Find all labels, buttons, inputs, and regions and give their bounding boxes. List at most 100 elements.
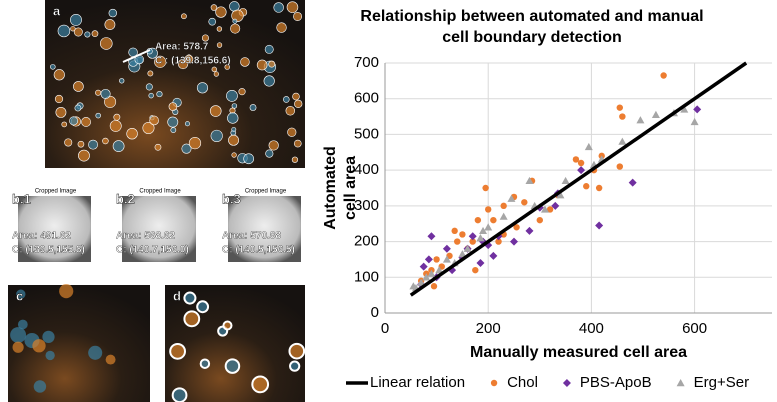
legend-swatch [490, 379, 498, 387]
micrograph [18, 196, 91, 262]
cell [231, 9, 244, 22]
cell [109, 120, 122, 132]
y-tick-label: 100 [354, 268, 379, 285]
point [513, 224, 520, 231]
cell [183, 291, 197, 305]
point [409, 282, 418, 290]
cell [216, 42, 223, 48]
point [479, 226, 488, 235]
cell [231, 152, 237, 158]
cell [238, 88, 246, 96]
cell [42, 330, 55, 344]
cell [265, 149, 274, 158]
cell [228, 134, 239, 146]
chart-title: Relationship between automated and manua… [360, 8, 703, 25]
point [595, 184, 603, 192]
point [495, 238, 502, 245]
cell [264, 44, 274, 54]
cell [32, 339, 46, 353]
y-tick-label: 300 [354, 197, 379, 214]
point [427, 269, 436, 277]
cell [154, 143, 162, 151]
cell [256, 59, 268, 71]
cell [199, 358, 211, 369]
cell [243, 153, 255, 165]
point [427, 232, 436, 241]
cell [181, 13, 187, 20]
cell [78, 149, 90, 162]
cell [45, 350, 55, 361]
cell [183, 310, 201, 328]
cell [213, 71, 219, 77]
point [433, 256, 440, 263]
point [556, 191, 565, 199]
y-tick-label: 200 [354, 233, 379, 250]
panel-note: Area: 491.62 [12, 231, 71, 242]
cell [231, 103, 238, 109]
cell [268, 140, 279, 151]
cell [61, 121, 68, 128]
legend-swatch [562, 379, 571, 387]
cell [170, 127, 177, 133]
cell [59, 284, 74, 299]
cell [148, 92, 154, 99]
point [693, 105, 702, 114]
x-axis-label: Manually measured cell area [470, 344, 687, 361]
cell [263, 75, 275, 87]
cell [113, 113, 121, 121]
cell [88, 139, 98, 150]
panel-note: C : (139.8,156.6) [155, 56, 231, 67]
y-tick-label: 0 [371, 304, 379, 321]
panel-caption: Cropped Image [35, 189, 77, 195]
cell [102, 137, 109, 145]
cell [224, 64, 230, 70]
cell [287, 127, 297, 137]
cell [215, 6, 227, 18]
cell [222, 320, 233, 331]
panel-note: C: (140.7,156.0) [116, 245, 189, 256]
cell [147, 70, 154, 77]
point [618, 137, 627, 145]
cell [210, 4, 218, 11]
point [500, 202, 507, 210]
point [521, 199, 528, 206]
cell [208, 17, 217, 26]
cell [201, 34, 209, 42]
cell [100, 88, 111, 99]
cell [154, 55, 167, 68]
point [680, 105, 689, 113]
cell [149, 115, 159, 126]
micrograph [122, 196, 196, 262]
point [595, 221, 604, 230]
cell [73, 27, 83, 37]
cell [292, 92, 300, 101]
cell [10, 327, 27, 343]
cell [105, 354, 116, 365]
point [577, 159, 585, 167]
cell [70, 13, 82, 26]
cell [64, 138, 73, 147]
panel-label: b.3 [222, 191, 241, 206]
cell [12, 341, 24, 353]
point [468, 232, 477, 241]
y-tick-label: 400 [354, 161, 379, 178]
legend-label: Erg+Ser [694, 374, 749, 391]
cell [91, 30, 99, 37]
cell [291, 156, 299, 163]
cell [293, 139, 302, 148]
chart-title: cell boundary detection [442, 29, 622, 46]
cell [55, 106, 67, 118]
y-axis-label: cell area [342, 156, 359, 220]
y-tick-label: 600 [354, 90, 379, 107]
point [442, 244, 451, 253]
cell [112, 140, 125, 152]
point [583, 183, 590, 190]
cell [33, 380, 47, 393]
y-tick-label: 500 [354, 125, 379, 142]
point [476, 234, 485, 242]
point [424, 255, 433, 264]
cell [224, 358, 241, 374]
cell [294, 99, 303, 109]
cell [126, 127, 138, 140]
